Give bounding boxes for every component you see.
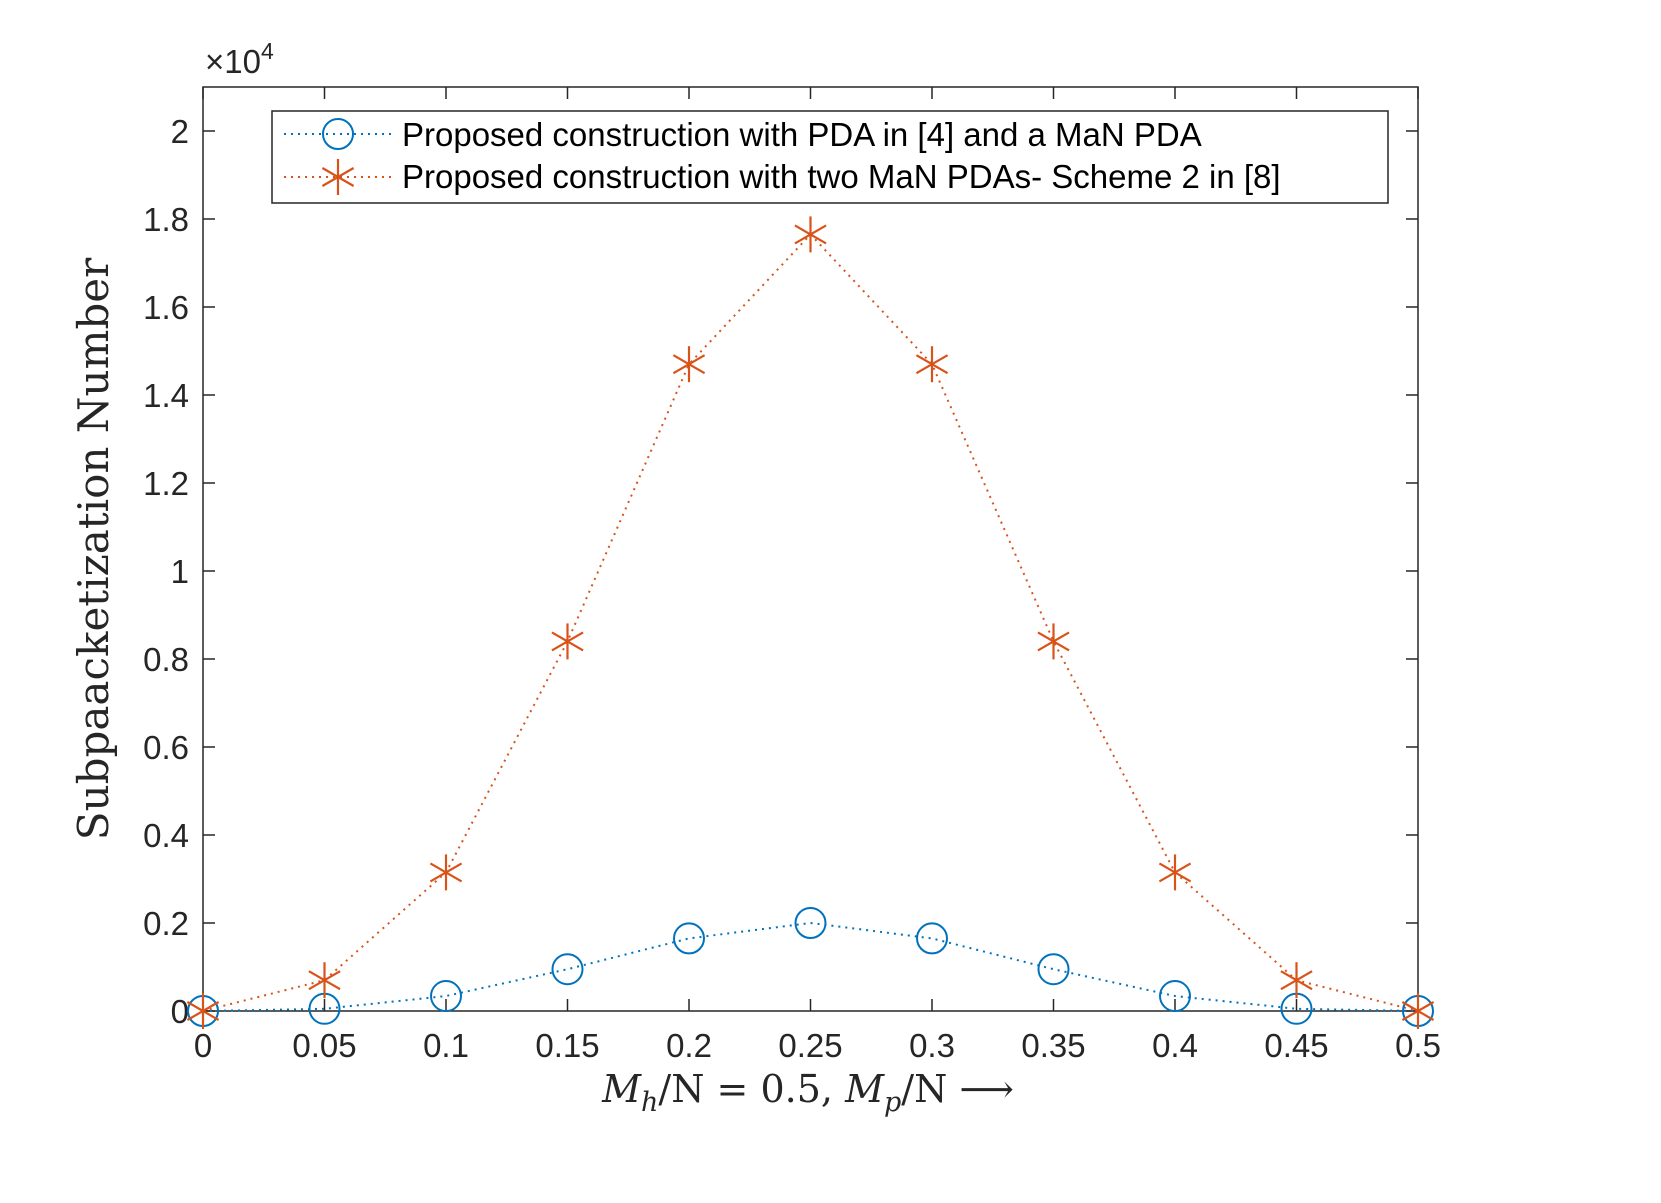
data-point-asterisk: [429, 854, 463, 891]
series-markers: [186, 216, 1435, 1029]
data-point-circle: [430, 980, 462, 1013]
x-tick-label: 0.1: [423, 1027, 469, 1064]
y-tick-label: 0.4: [143, 817, 189, 854]
x-tick-label: 0.3: [909, 1027, 955, 1064]
data-point-asterisk: [186, 993, 220, 1029]
data-point-asterisk: [308, 962, 341, 999]
x-tick-label: 0.35: [1021, 1027, 1085, 1064]
data-point-asterisk: [794, 216, 827, 253]
y-tick-label: 0.2: [143, 905, 189, 942]
y-tick-label: 1.2: [143, 465, 189, 502]
data-point-circle: [794, 907, 827, 939]
data-point-asterisk: [1037, 623, 1070, 660]
y-axis-tick-labels: 0 0.2 0.4 0.6 0.8 1 1.2 1.4 1.6 1.8 2: [143, 113, 189, 1030]
y-tick-label: 1.4: [143, 377, 189, 414]
legend: Proposed construction with PDA in [4] an…: [271, 110, 1389, 204]
data-point-asterisk: [551, 623, 584, 660]
y-tick-label: 0.6: [143, 729, 189, 766]
data-point-asterisk: [1158, 854, 1192, 891]
x-tick-label: 0.25: [778, 1027, 842, 1064]
y-tick-label: 0: [171, 993, 189, 1030]
axis-ticks: [202, 87, 1419, 1012]
data-point-circle: [551, 953, 584, 986]
x-tick-label: 0.4: [1152, 1027, 1198, 1064]
data-point-circle: [916, 922, 948, 955]
legend-box: [271, 110, 1389, 204]
y-tick-label: 1: [171, 553, 189, 590]
data-point-circle: [1159, 980, 1191, 1013]
data-point-asterisk: [1401, 993, 1435, 1029]
legend-marker-asterisk: [321, 159, 355, 195]
x-axis-label: Mh/N = 0.5, Mp/N ⟶: [601, 1067, 1014, 1118]
data-point-asterisk: [1280, 962, 1313, 999]
data-point-asterisk: [915, 346, 949, 383]
data-point-asterisk: [672, 346, 706, 383]
x-tick-label: 0.05: [292, 1027, 356, 1064]
legend-label-series-2: Proposed construction with two MaN PDAs-…: [402, 158, 1281, 195]
y-axis-exponent-label: ×104: [205, 38, 274, 80]
x-tick-label: 0.5: [1395, 1027, 1441, 1064]
legend-marker-circle: [322, 118, 354, 150]
x-tick-label: 0: [194, 1027, 212, 1064]
y-tick-label: 0.8: [143, 641, 189, 678]
y-tick-label: 1.8: [143, 201, 189, 238]
x-tick-label: 0.2: [666, 1027, 712, 1064]
legend-label-series-1: Proposed construction with PDA in [4] an…: [402, 116, 1202, 153]
x-tick-label: 0.15: [535, 1027, 599, 1064]
data-point-circle: [1037, 953, 1070, 986]
x-axis-tick-labels: 0 0.05 0.1 0.15 0.2 0.25 0.3 0.35 0.4 0.45 0.5: [194, 1027, 1441, 1064]
y-axis-label: Subpaacketization Number: [69, 257, 118, 840]
y-tick-label: 2: [171, 113, 189, 150]
x-tick-label: 0.45: [1264, 1027, 1328, 1064]
y-tick-label: 1.6: [143, 289, 189, 326]
data-point-circle: [673, 922, 705, 955]
